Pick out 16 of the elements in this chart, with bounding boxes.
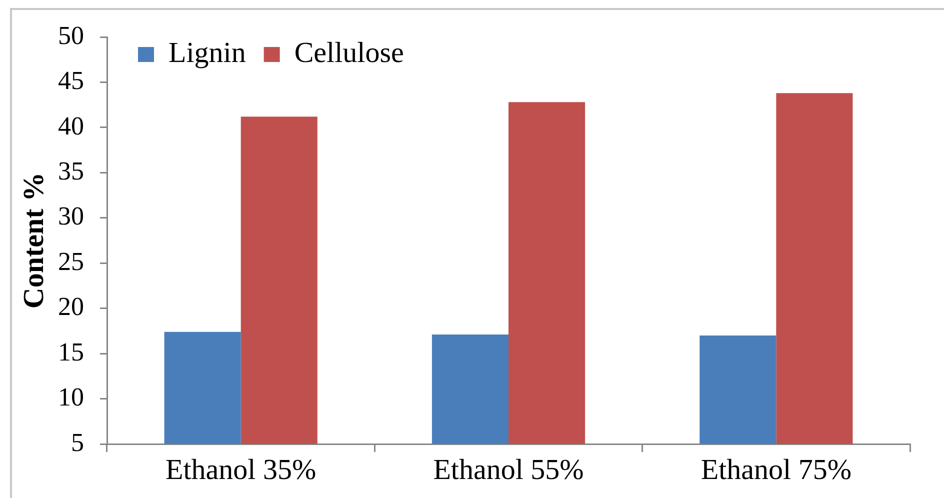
y-tick-label: 20 [58,292,84,322]
y-tick-label: 40 [58,111,84,140]
legend-label: Cellulose [294,37,404,70]
y-tick-label: 50 [58,20,84,50]
y-tick-label: 5 [71,428,84,457]
legend-label: Lignin [168,37,246,70]
y-tick-label: 10 [58,382,84,412]
y-tick-label: 15 [58,337,84,366]
y-axis-title: Content % [18,172,50,309]
x-tick-label: Ethanol 55% [433,454,584,486]
x-tick-label: Ethanol 35% [166,454,316,486]
y-tick-label: 30 [58,202,84,231]
y-tick-label: 25 [58,246,84,276]
x-tick-label: Ethanol 75% [700,454,852,486]
y-tick-label: 45 [58,66,84,96]
y-tick-label: 35 [58,156,84,186]
